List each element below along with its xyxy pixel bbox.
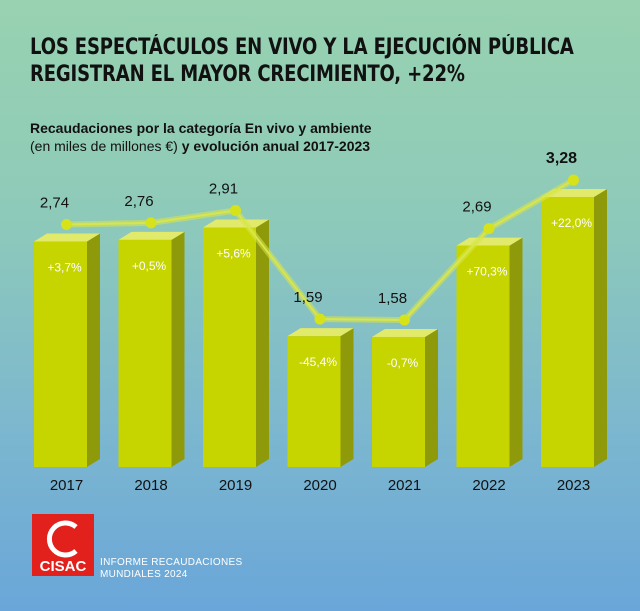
change-label: +22,0% <box>551 216 592 230</box>
bar-2021 <box>372 328 438 467</box>
trend-marker <box>230 205 241 217</box>
labels-group: 2017 +3,7% 2018 +0,5% 2019 +5,6% 2020 -45,4% 202… <box>40 150 592 494</box>
year-label: 2019 <box>219 477 252 494</box>
subtitle-line-2: (en miles de millones €) y evolución anu… <box>30 137 372 155</box>
bar-front <box>118 239 172 467</box>
footer-line-1: INFORME RECAUDACIONES <box>100 557 243 568</box>
headline: LOS ESPECTÁCULOS EN VIVO Y LA EJECUCIÓN … <box>30 34 574 88</box>
bar-front <box>34 241 87 467</box>
bar-top <box>118 231 185 240</box>
headline-line-2: REGISTRAN EL MAYOR CRECIMIENTO, +22% <box>30 62 465 87</box>
footer-line-2: MUNDIALES 2024 <box>100 569 188 580</box>
year-label: 2021 <box>388 477 421 494</box>
cisac-logo-icon: CISAC <box>32 514 94 576</box>
subtitle-period: y evolución anual 2017-2023 <box>177 138 371 154</box>
subtitle-line-1: Recaudaciones por la categoría En vivo y… <box>30 120 372 136</box>
bar-2023 <box>541 189 607 467</box>
value-label: 2,69 <box>462 199 491 216</box>
bar-front <box>287 336 341 467</box>
trend-marker <box>61 218 72 230</box>
bar-2018 <box>118 231 185 467</box>
year-label: 2018 <box>134 477 167 494</box>
value-label: 2,76 <box>124 193 153 210</box>
bar-side <box>425 328 438 467</box>
change-label: +3,7% <box>47 260 82 274</box>
value-label: 1,58 <box>378 290 407 307</box>
bar-front <box>203 227 256 467</box>
change-label: +70,3% <box>466 265 507 279</box>
bar-front <box>372 336 425 467</box>
value-label: 1,59 <box>293 289 322 306</box>
change-label: +5,6% <box>216 247 251 261</box>
footer-source: INFORME RECAUDACIONES MUNDIALES 2024 <box>100 557 242 581</box>
trend-marker <box>483 223 495 235</box>
bar-2022 <box>456 237 523 467</box>
bar-2017 <box>34 233 100 467</box>
chart-subtitle: Recaudaciones por la categoría En vivo y… <box>30 119 372 155</box>
value-label: 3,28 <box>546 150 577 167</box>
logo-wordmark: CISAC <box>40 558 87 575</box>
bar-front <box>541 197 594 467</box>
bar-2020 <box>287 328 354 467</box>
subtitle-units: (en miles de millones €) <box>30 138 178 154</box>
year-label: 2017 <box>50 477 83 494</box>
year-label: 2022 <box>472 477 505 494</box>
trend-line-group <box>61 174 579 326</box>
change-label: -0,7% <box>387 356 419 370</box>
bar-top <box>203 219 269 228</box>
trend-marker <box>568 174 579 186</box>
bar-top <box>372 328 438 337</box>
bar-2019 <box>203 219 269 467</box>
year-label: 2023 <box>557 477 590 494</box>
bar-side <box>256 219 269 467</box>
bar-side <box>509 237 523 467</box>
trend-marker <box>314 313 326 325</box>
bar-top <box>287 328 354 337</box>
trend-marker <box>399 314 410 326</box>
bar-side <box>594 189 607 467</box>
bar-side <box>171 231 185 467</box>
change-label: +0,5% <box>132 259 167 273</box>
year-label: 2020 <box>303 477 336 494</box>
bar-side <box>340 328 354 467</box>
value-label: 2,74 <box>40 194 69 211</box>
trend-marker <box>145 217 157 229</box>
bar-side <box>87 233 100 467</box>
bar-top <box>34 233 100 242</box>
value-label: 2,91 <box>209 181 238 198</box>
bars-group <box>34 189 607 467</box>
bar-front <box>456 245 510 467</box>
headline-line-1: LOS ESPECTÁCULOS EN VIVO Y LA EJECUCIÓN … <box>30 35 574 60</box>
change-label: -45,4% <box>299 355 337 369</box>
